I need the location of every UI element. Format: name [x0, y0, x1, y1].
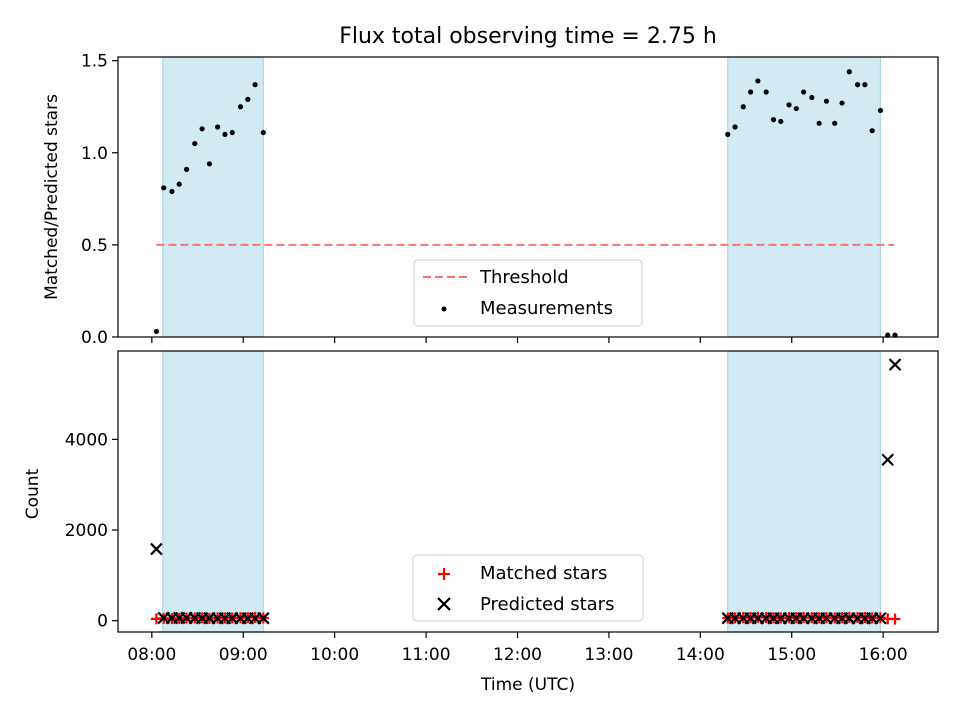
measurement-point — [732, 124, 738, 130]
x-tick-label: 12:00 — [493, 645, 542, 665]
measurement-point — [862, 82, 868, 88]
measurement-point — [153, 328, 159, 335]
bottom-y-axis-ticks: 0 2000 4000 — [65, 430, 118, 632]
legend-measurements-label: Measurements — [480, 298, 613, 319]
measurement-point — [199, 126, 205, 132]
top-legend-box — [413, 259, 643, 327]
bottom-legend: Matched stars Predicted stars — [412, 554, 644, 622]
measurement-point — [245, 96, 251, 102]
x-tick-label: 10:00 — [310, 645, 359, 665]
observing-interval-1 — [162, 56, 264, 338]
top-axes-frame — [117, 56, 939, 338]
measurement-point — [869, 128, 875, 134]
y-tick-label: 0.0 — [81, 328, 108, 348]
y-tick-label: 1.0 — [81, 144, 108, 164]
measurement-point — [206, 161, 213, 167]
measurement-point — [237, 104, 244, 110]
measurement-point — [832, 120, 838, 126]
measurement-point — [823, 98, 830, 104]
legend-matched-swatch — [438, 568, 450, 580]
measurement-point — [877, 107, 884, 114]
measurement-point — [854, 82, 861, 88]
bottom-axes-frame — [117, 350, 939, 633]
measurement-point — [725, 131, 731, 137]
ratio-panel: 0.0 0.5 1.0 1.5 Matched/Predicted stars Thr… — [42, 52, 939, 348]
measurement-point — [252, 82, 258, 88]
chart-title: Flux total observing time = 2.75 h — [339, 24, 717, 49]
predicted-star-marker — [257, 611, 270, 625]
observing-intervals-bottom — [162, 350, 882, 633]
top-legend: Threshold Measurements — [413, 259, 643, 327]
measurement-point — [747, 89, 754, 95]
legend-predicted-label: Predicted stars — [480, 594, 614, 615]
x-tick-label: 09:00 — [219, 645, 268, 665]
x-tick-label: 13:00 — [584, 645, 633, 665]
y-tick-label: 1.5 — [81, 52, 108, 72]
measurement-point — [260, 129, 266, 136]
x-tick-label: 14:00 — [676, 645, 725, 665]
predicted-star-marker — [150, 542, 163, 556]
legend-measurements-swatch — [441, 306, 447, 312]
measurement-point — [169, 188, 175, 195]
measurement-point — [793, 105, 799, 112]
observing-interval-2 — [727, 350, 882, 633]
measurement-point — [763, 89, 769, 95]
y-tick-label: 0 — [97, 612, 108, 632]
measurement-point — [192, 140, 198, 147]
observing-interval-2 — [727, 56, 882, 338]
measurement-point — [229, 129, 235, 136]
measurement-point — [183, 166, 190, 172]
measurement-point — [222, 131, 228, 137]
x-tick-label: 11:00 — [402, 645, 451, 665]
measurements-series — [153, 69, 898, 338]
predicted-star-marker — [881, 453, 894, 467]
measurement-point — [778, 118, 784, 125]
observing-interval-1 — [162, 350, 264, 633]
predicted-star-marker — [874, 611, 887, 625]
legend-matched-label: Matched stars — [480, 563, 607, 584]
x-tick-label: 08:00 — [127, 645, 176, 665]
top-y-axis-label: Matched/Predicted stars — [42, 94, 62, 300]
x-tick-label: 16:00 — [859, 645, 908, 665]
predicted-star-marker — [888, 358, 902, 371]
y-tick-label: 2000 — [65, 521, 108, 541]
measurement-point — [770, 117, 777, 123]
legend-threshold-label: Threshold — [479, 267, 569, 288]
measurement-point — [755, 78, 761, 84]
measurement-point — [740, 104, 746, 110]
count-panel: 0 2000 4000 08:00 09:00 10:00 11:00 12:00 13:00… — [23, 350, 939, 695]
observing-intervals-top — [162, 56, 882, 338]
measurement-point — [816, 120, 822, 126]
bottom-y-axis-label: Count — [23, 468, 43, 519]
x-axis-label: Time (UTC) — [480, 675, 575, 695]
top-y-axis-ticks: 0.0 0.5 1.0 1.5 — [81, 52, 118, 348]
y-tick-label: 0.5 — [81, 236, 108, 256]
measurement-point — [215, 124, 221, 130]
bottom-x-axis-ticks: 08:00 09:00 10:00 11:00 12:00 13:00 14:00 15:00… — [127, 632, 908, 665]
top-x-axis-ticks — [151, 337, 884, 343]
measurement-point — [176, 181, 182, 187]
legend-predicted-swatch — [437, 597, 451, 611]
x-tick-label: 15:00 — [767, 645, 816, 665]
measurement-point — [839, 100, 845, 106]
bottom-legend-box — [412, 554, 644, 622]
predicted-stars-series — [150, 358, 902, 625]
y-tick-label: 4000 — [65, 430, 108, 450]
matched-star-marker — [889, 613, 901, 625]
measurement-point — [161, 185, 167, 191]
measurement-point — [801, 89, 807, 95]
measurement-point — [809, 94, 815, 101]
measurement-point — [786, 102, 792, 108]
measurement-point — [846, 69, 852, 75]
